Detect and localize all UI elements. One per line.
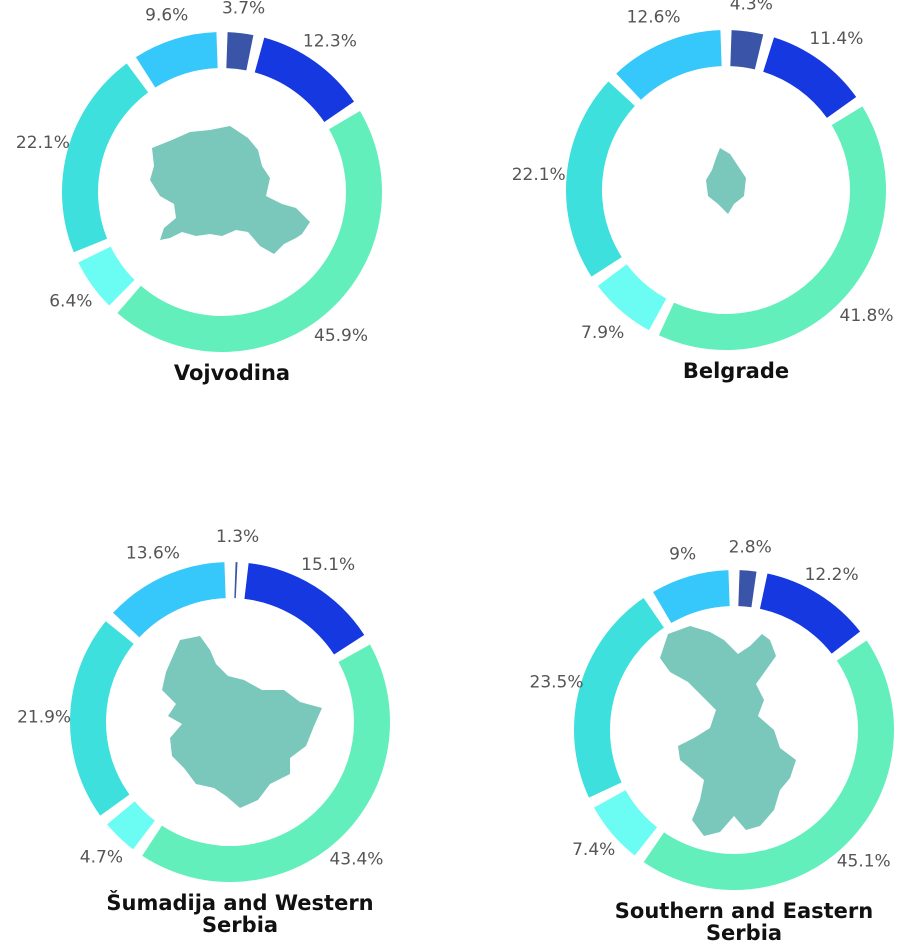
donut-segment <box>113 562 226 638</box>
segment-value-label: 6.4% <box>49 291 92 311</box>
donut-segment <box>70 621 134 816</box>
southern-eastern-region-shape <box>660 626 796 836</box>
segment-value-label: 4.7% <box>80 847 123 867</box>
segment-value-label: 21.9% <box>17 708 71 728</box>
donut-segment <box>107 801 155 850</box>
donut-segment <box>763 37 857 118</box>
donut-chart-3: 1.3% 15.1% 43.4% 4.7% 21.9% 13.6% Šumadija and… <box>17 527 390 937</box>
donut-chart-4: 2.8% 12.2% 45.1% 7.4% 23.5% 9% Southern and Ea… <box>530 538 894 945</box>
chart-title: Belgrade <box>683 359 789 383</box>
segment-value-label: 23.5% <box>530 672 584 692</box>
chart-title: Southern and Eastern <box>615 899 873 923</box>
segment-value-label: 13.6% <box>126 544 180 564</box>
donut-segment <box>594 790 658 856</box>
segment-value-label: 45.1% <box>837 852 891 872</box>
donut-segment <box>730 30 764 70</box>
donut-segment <box>142 644 390 883</box>
donut-segment <box>597 264 667 331</box>
belgrade-region-shape <box>706 148 746 214</box>
segment-value-label: 45.9% <box>314 326 368 346</box>
chart-title: Serbia <box>706 921 782 945</box>
segment-value-label: 12.6% <box>627 8 681 28</box>
donut-segment <box>234 562 238 599</box>
segment-value-label: 9% <box>669 544 696 564</box>
segment-value-label: 3.7% <box>222 0 265 18</box>
donut-segment <box>658 106 886 350</box>
sumadija-region-shape <box>162 636 322 808</box>
segment-value-label: 11.4% <box>809 29 863 49</box>
segment-value-label: 4.3% <box>730 0 773 15</box>
donut-segment <box>759 573 861 654</box>
chart-title: Vojvodina <box>174 361 290 385</box>
vojvodina-region-shape <box>150 126 310 254</box>
segment-value-label: 12.3% <box>303 31 357 51</box>
donut-segment <box>643 640 894 891</box>
donut-segment <box>244 563 365 655</box>
segment-value-label: 41.8% <box>840 306 894 326</box>
donut-segment <box>653 570 730 624</box>
segment-value-label: 22.1% <box>512 165 566 185</box>
segment-value-label: 22.1% <box>16 133 70 153</box>
segment-value-label: 43.4% <box>329 849 383 869</box>
donut-chart-1: 3.7% 12.3% 45.9% 6.4% 22.1% 9.6% Vojvodina <box>16 0 383 385</box>
donut-segment <box>135 32 218 88</box>
donut-chart-2: 4.3% 11.4% 41.8% 7.9% 22.1% 12.6% Belgrade <box>512 0 894 383</box>
donut-segment <box>616 30 722 100</box>
segment-value-label: 2.8% <box>729 538 772 558</box>
segment-value-label: 7.4% <box>572 840 615 860</box>
donut-segment <box>117 111 383 353</box>
donut-segment <box>226 32 254 71</box>
segment-value-label: 12.2% <box>805 565 859 585</box>
donut-segment <box>78 246 135 306</box>
donut-segment <box>738 570 757 608</box>
segment-value-label: 15.1% <box>301 555 355 575</box>
chart-title: Serbia <box>202 913 278 937</box>
segment-value-label: 9.6% <box>145 5 188 25</box>
donut-segment <box>62 63 149 253</box>
donut-segment <box>574 597 664 798</box>
segment-value-label: 1.3% <box>216 527 259 547</box>
segment-value-label: 7.9% <box>581 323 624 343</box>
donut-segment <box>254 37 355 122</box>
donut-segment <box>566 81 635 277</box>
chart-title: Šumadija and Western <box>106 890 373 915</box>
